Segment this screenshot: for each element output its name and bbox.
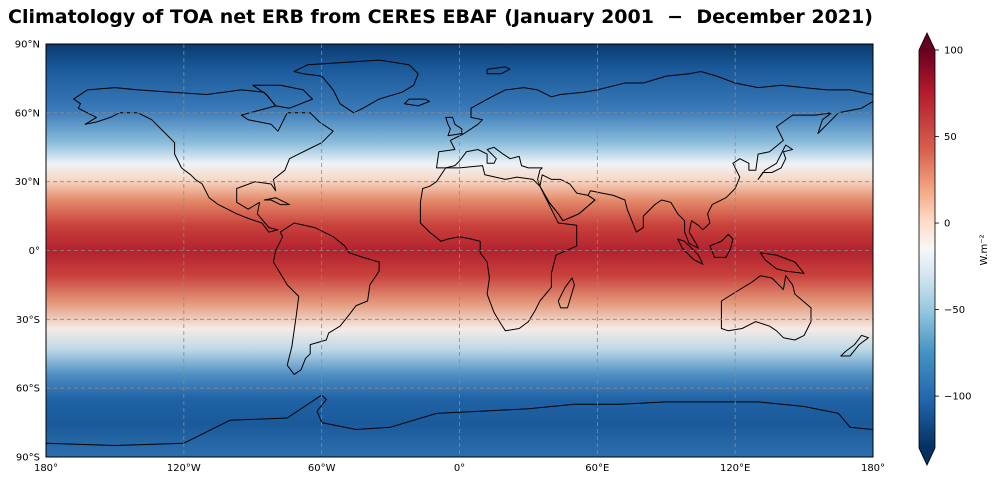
coastline-japan bbox=[757, 144, 794, 180]
coastline-greenland bbox=[293, 59, 419, 114]
x-tick-label: 120°E bbox=[720, 463, 750, 474]
y-tick-label: 30°N bbox=[15, 177, 40, 188]
coastline-arabia-bridge bbox=[539, 174, 596, 222]
colorbar-tick-label: −100 bbox=[944, 392, 971, 403]
coastline-sumatra bbox=[677, 238, 704, 265]
coastline-madagascar bbox=[557, 277, 575, 309]
colorbar-tick-label: 100 bbox=[944, 46, 963, 57]
x-tick-label: 60°E bbox=[585, 463, 609, 474]
coastline-africa bbox=[419, 165, 578, 332]
x-tick-label: 180° bbox=[34, 463, 58, 474]
coastline-antarctica bbox=[46, 394, 873, 457]
coastline-uk bbox=[445, 116, 463, 137]
coastline-new-guinea bbox=[759, 252, 805, 274]
colorbar: 100 50 0 −50 −100 W.m⁻² bbox=[918, 32, 990, 466]
coastline-australia bbox=[720, 275, 812, 341]
colorbar-tick-label: 0 bbox=[944, 219, 950, 230]
y-tick-label: 0° bbox=[29, 246, 40, 257]
y-tick-label: 30°S bbox=[16, 315, 40, 326]
chart-title: Climatology of TOA net ERB from CERES EB… bbox=[8, 6, 873, 28]
coastline-south-america bbox=[272, 222, 380, 375]
coastline-iceland bbox=[403, 98, 431, 107]
coastline-north-america bbox=[73, 87, 334, 233]
colorbar-outline bbox=[918, 32, 936, 466]
coastline-cuba bbox=[263, 197, 290, 206]
x-tick-label: 0° bbox=[454, 463, 465, 474]
coastline-borneo bbox=[709, 233, 734, 258]
x-tick-label: 180° bbox=[861, 463, 885, 474]
y-tick-label: 60°S bbox=[16, 384, 40, 395]
y-tick-label: 90°N bbox=[15, 40, 40, 51]
x-tick-label: 60°W bbox=[308, 463, 336, 474]
map-frame bbox=[45, 43, 874, 458]
coastline-new-zealand bbox=[840, 334, 869, 357]
coastline-baffin bbox=[252, 84, 313, 109]
colorbar-extend-bottom bbox=[919, 448, 935, 465]
coastline-eurasia bbox=[436, 71, 873, 249]
colorbar-tick-label: −50 bbox=[944, 305, 965, 316]
coastline-svalbard bbox=[486, 66, 511, 75]
colorbar-extend-top bbox=[919, 33, 935, 50]
y-tick-label: 60°N bbox=[15, 108, 40, 119]
colorbar-label: W.m⁻² bbox=[979, 235, 990, 266]
colorbar-tick-label: 50 bbox=[944, 132, 957, 143]
x-tick-label: 120°W bbox=[167, 463, 201, 474]
y-tick-label: 90°S bbox=[16, 453, 40, 464]
map-area bbox=[46, 44, 873, 457]
colorbar-gradient bbox=[919, 50, 935, 448]
